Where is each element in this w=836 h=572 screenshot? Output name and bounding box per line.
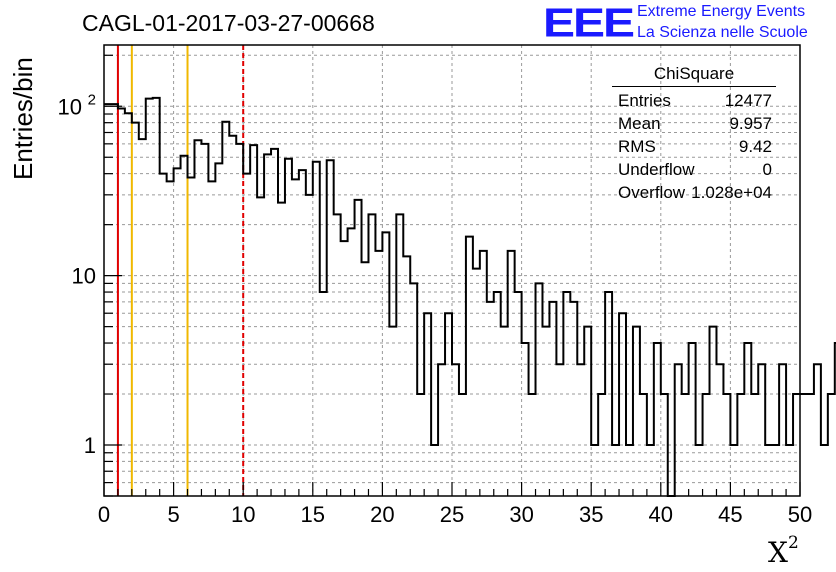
stats-value: 12477	[724, 91, 772, 110]
stats-row-underflow: Underflow 0	[612, 158, 776, 181]
x-tick-label: 0	[98, 502, 110, 527]
stats-label: Overflow	[618, 183, 686, 202]
histogram-series	[104, 96, 836, 497]
stats-title: ChiSquare	[612, 64, 776, 87]
chart-title: CAGL-01-2017-03-27-00668	[82, 10, 375, 36]
y-tick-label: 10	[58, 94, 82, 119]
x-tick-label: 25	[440, 502, 464, 527]
stats-label: RMS	[618, 137, 656, 156]
stats-row-entries: Entries 12477	[612, 89, 776, 112]
y-tick-label: 1	[84, 433, 96, 458]
x-axis-label-sup: 2	[787, 532, 799, 553]
stats-row-overflow: Overflow 1.028e+04	[612, 181, 776, 204]
eee-logo-mark: EEE	[543, 0, 635, 46]
x-axis-label: X2	[768, 532, 799, 569]
x-tick-label: 10	[231, 502, 255, 527]
stats-value: 9.42	[738, 137, 772, 156]
x-tick-label: 35	[579, 502, 603, 527]
stats-label: Entries	[618, 91, 671, 110]
stats-label: Mean	[618, 114, 661, 133]
axis-ticks	[103, 54, 801, 497]
y-tick-label: 10	[72, 264, 96, 289]
marker-lines	[116, 45, 245, 496]
x-tick-label: 15	[301, 502, 325, 527]
x-axis-label-base: X	[768, 536, 788, 569]
x-tick-label: 50	[788, 502, 812, 527]
logo-line-2: La Scienza nelle Scuole	[637, 24, 808, 41]
stats-row-mean: Mean 9.957	[612, 112, 776, 135]
x-tick-labels: 0 5 10 15 20 25 30 35 40 45 50	[98, 502, 812, 527]
x-tick-label: 20	[370, 502, 394, 527]
y-axis-label: Entries/bin	[8, 57, 38, 180]
stats-value: 0	[762, 160, 772, 179]
stats-label: Underflow	[618, 160, 695, 179]
y-tick-labels: 1 10 10 2	[58, 91, 96, 458]
stats-value: 9.957	[729, 114, 772, 133]
stats-value: 1.028e+04	[691, 183, 772, 202]
x-tick-label: 30	[509, 502, 533, 527]
logo-line-1: Extreme Energy Events	[637, 3, 806, 20]
y-tick-label-sup: 2	[88, 91, 96, 108]
stats-row-rms: RMS 9.42	[612, 135, 776, 158]
x-tick-label: 45	[718, 502, 742, 527]
x-tick-label: 5	[167, 502, 179, 527]
stats-box: ChiSquare Entries 12477 Mean 9.957 RMS 9…	[612, 64, 776, 204]
x-tick-label: 40	[649, 502, 673, 527]
